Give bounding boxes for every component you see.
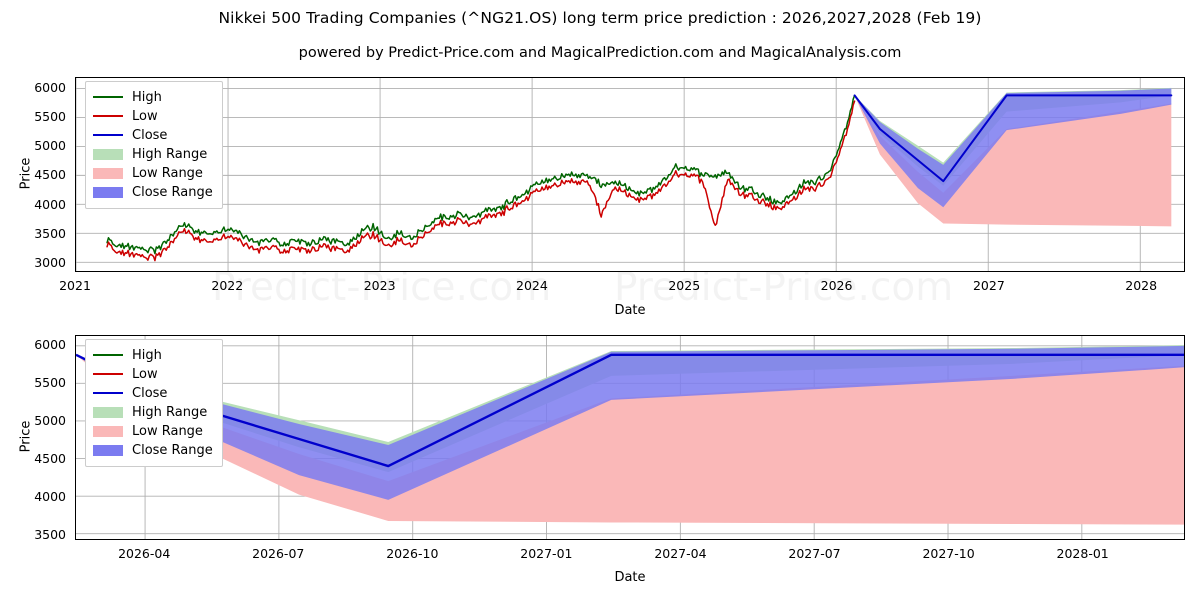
legend-item: High bbox=[93, 346, 213, 365]
legend-label: Low bbox=[132, 367, 158, 382]
legend-label: Low bbox=[132, 109, 158, 124]
y-tick-label: 5000 bbox=[34, 138, 66, 154]
x-tick-label: 2027-10 bbox=[922, 546, 975, 561]
overview-chart-plot-area bbox=[75, 77, 1185, 272]
x-tick-label: 2027-04 bbox=[654, 546, 707, 561]
legend-swatch-icon bbox=[93, 425, 123, 438]
y-tick-label: 4500 bbox=[34, 167, 66, 183]
legend-label: Close Range bbox=[132, 443, 213, 458]
x-tick-label: 2027-01 bbox=[520, 546, 573, 561]
legend-swatch-icon bbox=[93, 387, 123, 400]
legend-item: Close bbox=[93, 384, 213, 403]
legend-item: Close Range bbox=[93, 183, 213, 202]
x-tick-label: 2026-10 bbox=[386, 546, 439, 561]
legend-swatch-icon bbox=[93, 349, 123, 362]
x-tick-label: 2028-01 bbox=[1056, 546, 1109, 561]
y-tick-label: 6000 bbox=[34, 79, 66, 95]
x-tick-label: 2022 bbox=[211, 278, 244, 293]
x-tick-label: 2028 bbox=[1125, 278, 1158, 293]
legend-label: Close bbox=[132, 386, 168, 401]
legend-item: Low bbox=[93, 365, 213, 384]
x-tick-label: 2021 bbox=[59, 278, 91, 293]
legend-swatch-icon bbox=[93, 406, 123, 419]
x-tick-label: 2025 bbox=[668, 278, 701, 293]
legend-label: High bbox=[132, 348, 162, 363]
legend-swatch-icon bbox=[93, 129, 123, 142]
legend-label: Close Range bbox=[132, 185, 213, 200]
forecast-detail-plot-area bbox=[75, 335, 1185, 540]
y-tick-label: 6000 bbox=[34, 336, 66, 352]
y-tick-label: 4000 bbox=[34, 488, 66, 504]
overview-x-axis-label: Date bbox=[614, 303, 646, 318]
legend-item: High bbox=[93, 88, 213, 107]
forecast-x-axis-label: Date bbox=[614, 570, 646, 585]
x-tick-label: 2026-04 bbox=[118, 546, 171, 561]
forecast-detail-svg bbox=[76, 336, 1184, 539]
x-tick-label: 2027-07 bbox=[788, 546, 841, 561]
y-tick-label: 4000 bbox=[34, 196, 66, 212]
legend-item: Close Range bbox=[93, 441, 213, 460]
x-tick-label: 2027 bbox=[972, 278, 1005, 293]
legend-swatch-icon bbox=[93, 368, 123, 381]
overview-chart-svg bbox=[76, 78, 1184, 271]
y-tick-label: 3500 bbox=[34, 526, 66, 542]
legend-item: Close bbox=[93, 126, 213, 145]
forecast-legend: High Low Close High Range Low Range Close Ran… bbox=[85, 339, 223, 467]
legend-item: Low Range bbox=[93, 422, 213, 441]
legend-item: High Range bbox=[93, 145, 213, 164]
legend-item: High Range bbox=[93, 403, 213, 422]
y-tick-label: 3500 bbox=[34, 225, 66, 241]
x-tick-label: 2024 bbox=[516, 278, 548, 293]
legend-item: Low bbox=[93, 107, 213, 126]
legend-label: Close bbox=[132, 128, 168, 143]
legend-item: Low Range bbox=[93, 164, 213, 183]
y-tick-label: 5500 bbox=[34, 374, 66, 390]
legend-swatch-icon bbox=[93, 110, 123, 123]
x-tick-label: 2026-07 bbox=[252, 546, 305, 561]
legend-swatch-icon bbox=[93, 91, 123, 104]
legend-swatch-icon bbox=[93, 444, 123, 457]
legend-label: Low Range bbox=[132, 424, 203, 439]
chart-title: Nikkei 500 Trading Companies (^NG21.OS) … bbox=[218, 9, 982, 27]
x-tick-label: 2026 bbox=[820, 278, 853, 293]
legend-swatch-icon bbox=[93, 148, 123, 161]
legend-label: Low Range bbox=[132, 166, 203, 181]
legend-label: High bbox=[132, 90, 162, 105]
y-tick-label: 3000 bbox=[34, 255, 66, 271]
legend-label: High Range bbox=[132, 405, 208, 420]
chart-subtitle: powered by Predict-Price.com and Magical… bbox=[298, 45, 902, 61]
legend-swatch-icon bbox=[93, 186, 123, 199]
legend-label: High Range bbox=[132, 147, 208, 162]
y-tick-label: 4500 bbox=[34, 450, 66, 466]
overview-legend: High Low Close High Range Low Range Close Ran… bbox=[85, 81, 223, 209]
y-tick-label: 5000 bbox=[34, 412, 66, 428]
legend-swatch-icon bbox=[93, 167, 123, 180]
y-tick-label: 5500 bbox=[34, 108, 66, 124]
x-tick-label: 2023 bbox=[363, 278, 396, 293]
